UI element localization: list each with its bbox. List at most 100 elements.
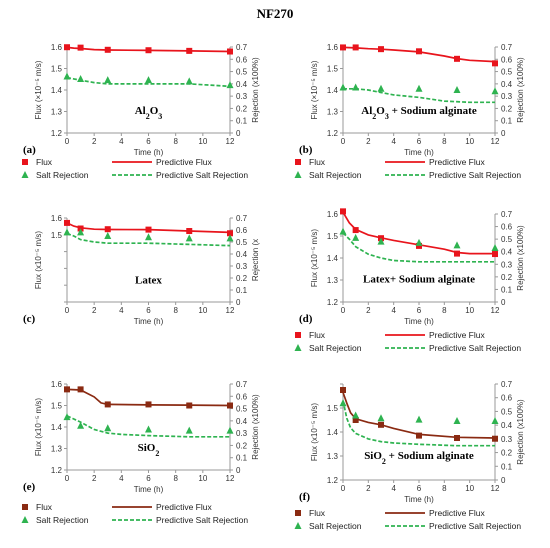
data-point-triangle xyxy=(104,232,112,239)
y2-tick-label: 0.3 xyxy=(501,435,513,444)
x-tick-label: 10 xyxy=(198,306,207,315)
x-tick-label: 8 xyxy=(173,137,178,146)
data-point-square xyxy=(352,417,359,423)
x-axis-label: Time (h) xyxy=(404,148,434,157)
legend-label: Predictive Flux xyxy=(156,157,212,167)
y2-tick-label: 0.5 xyxy=(236,238,248,247)
legend-symbol xyxy=(22,504,28,510)
legend-label: Salt Rejection xyxy=(36,515,89,525)
data-point-triangle xyxy=(226,81,234,89)
x-tick-label: 8 xyxy=(442,484,447,493)
series-line xyxy=(342,400,495,447)
series-line xyxy=(342,392,496,439)
legend-label: Flux xyxy=(309,508,326,518)
y-tick-label: 1.6 xyxy=(327,43,339,52)
series-line xyxy=(342,211,495,255)
y2-tick-label: 0.1 xyxy=(236,117,248,126)
y-tick-label: 1.3 xyxy=(327,452,339,461)
y2-tick-label: 0.2 xyxy=(501,449,513,458)
data-point-triangle xyxy=(226,234,234,242)
data-point-triangle xyxy=(104,424,112,432)
data-point-triangle xyxy=(377,414,385,422)
data-point-square xyxy=(227,48,233,55)
y2-axis-label: Rejection (x xyxy=(251,239,260,281)
x-tick-label: 4 xyxy=(391,137,396,146)
legend-label: Salt Rejection xyxy=(309,521,362,531)
x-tick-label: 6 xyxy=(146,306,151,315)
y2-tick-label: 0.5 xyxy=(501,68,513,77)
x-axis-label: Time (h) xyxy=(134,317,164,326)
y2-tick-label: 0.6 xyxy=(236,226,248,235)
y2-tick-label: 0.5 xyxy=(236,405,248,414)
data-point-triangle xyxy=(145,76,152,84)
legend: Flux Predictive Flux Salt Rejection Predict… xyxy=(294,157,521,180)
x-tick-label: 4 xyxy=(119,137,124,146)
y2-tick-label: 0.2 xyxy=(236,104,248,113)
x-tick-label: 10 xyxy=(465,306,474,315)
x-tick-label: 10 xyxy=(198,137,207,146)
y2-tick-label: 0.4 xyxy=(236,417,248,426)
x-tick-label: 4 xyxy=(119,306,124,315)
y-tick-label: 1.5 xyxy=(51,231,63,240)
y-tick-label: 1.2 xyxy=(327,298,339,307)
legend-label: Predictive Salt Rejection xyxy=(429,343,521,353)
y-tick-label: 1.4 xyxy=(327,428,339,437)
legend: Flux Predictive Flux Salt Rejection Predict… xyxy=(21,157,248,180)
y2-tick-label: 0.6 xyxy=(236,392,248,401)
data-point-triangle xyxy=(377,237,385,245)
y2-tick-label: 0.7 xyxy=(236,214,248,223)
data-point-triangle xyxy=(491,243,499,251)
panel-annotation: SiO2 xyxy=(138,442,160,458)
y2-tick-label: 0.7 xyxy=(501,43,513,52)
y2-tick-label: 0.4 xyxy=(236,80,248,89)
y2-axis-label: Rejection (x100%) xyxy=(516,57,525,123)
x-tick-label: 10 xyxy=(198,474,207,483)
x-tick-label: 12 xyxy=(491,137,500,146)
x-tick-label: 2 xyxy=(92,137,97,146)
x-tick-label: 8 xyxy=(442,306,447,315)
y2-tick-label: 0.1 xyxy=(501,117,513,126)
panel-annotation: Latex xyxy=(135,275,162,287)
y2-tick-label: 0 xyxy=(501,298,506,307)
x-tick-label: 0 xyxy=(65,137,70,146)
y-tick-label: 1.3 xyxy=(327,108,339,117)
x-tick-label: 0 xyxy=(65,474,70,483)
y2-tick-label: 0.7 xyxy=(501,210,513,219)
data-point-triangle xyxy=(185,426,193,434)
x-tick-label: 10 xyxy=(465,484,474,493)
y-tick-label: 1.3 xyxy=(51,108,63,117)
y2-axis-label: Rejection (x100%) xyxy=(516,225,525,291)
panel-annotation: SiO2 + Sodium alginate xyxy=(364,450,474,466)
data-point-square xyxy=(340,208,346,215)
series-line xyxy=(342,232,495,263)
data-point-triangle xyxy=(185,234,193,242)
data-point-triangle xyxy=(453,417,461,425)
x-tick-label: 0 xyxy=(341,137,346,146)
data-point-triangle xyxy=(352,411,360,419)
y-tick-label: 1.3 xyxy=(327,276,339,285)
x-tick-label: 6 xyxy=(417,137,422,146)
y2-tick-label: 0.3 xyxy=(236,429,248,438)
legend-label: Predictive Salt Rejection xyxy=(429,521,521,531)
y2-tick-label: 0 xyxy=(236,466,241,475)
data-point-square xyxy=(64,386,70,393)
x-tick-label: 8 xyxy=(173,306,178,315)
legend-label: Salt Rejection xyxy=(36,170,89,180)
panel-annotation: Al2O3 xyxy=(135,105,163,121)
y-tick-label: 1.6 xyxy=(327,210,339,219)
y-tick-label: 1.4 xyxy=(327,254,339,263)
x-tick-label: 2 xyxy=(366,137,371,146)
data-point-triangle xyxy=(339,227,347,235)
y-tick-label: 1.6 xyxy=(51,380,63,389)
y2-tick-label: 0.6 xyxy=(501,394,513,403)
legend: Flux Predictive Flux Salt Rejection Predict… xyxy=(294,508,521,531)
legend-label: Predictive Flux xyxy=(429,508,485,518)
chart-panel-a: 0 2 4 6 8 10 12 1.2 1.3 1.4 1.5 1.6 0 0.1 0.2 0.3 0.4 0.5… xyxy=(21,43,260,180)
panel-label: (f) xyxy=(299,491,310,503)
y2-tick-label: 0.1 xyxy=(236,286,248,295)
y-tick-label: 1.5 xyxy=(327,404,339,413)
legend-symbol xyxy=(294,344,302,351)
legend-label: Predictive Flux xyxy=(429,157,485,167)
data-point-triangle xyxy=(453,241,461,249)
x-tick-label: 8 xyxy=(442,137,447,146)
